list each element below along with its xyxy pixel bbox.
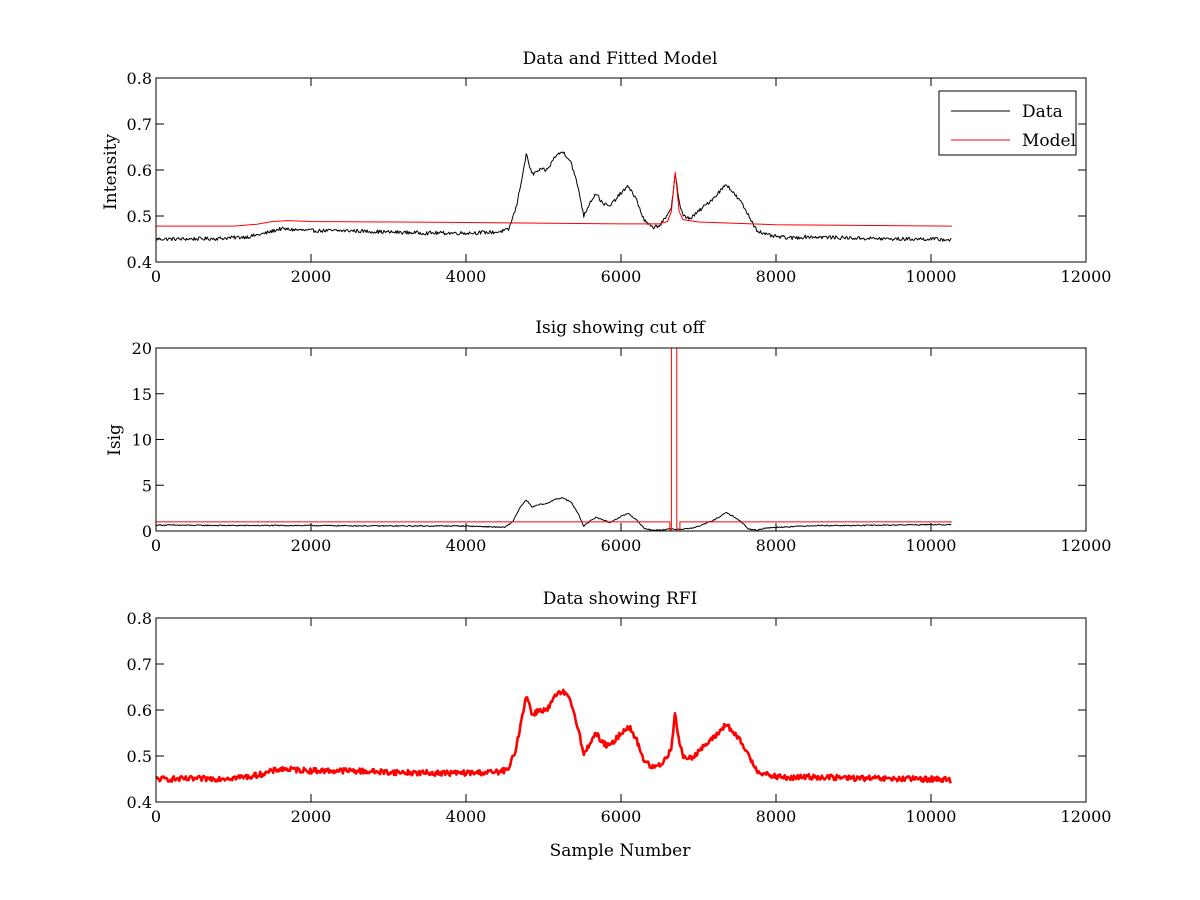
x-axis-label: Sample Number	[550, 841, 692, 861]
y-axis-label: Intensity	[101, 134, 121, 210]
x-tick-label: 6000	[601, 536, 642, 555]
y-tick-label: 20	[132, 339, 152, 358]
y-tick-label: 0.4	[127, 793, 152, 812]
x-tick-label: 2000	[291, 267, 332, 286]
series-line-data	[156, 151, 952, 242]
plot-title: Isig showing cut off	[535, 318, 706, 338]
x-tick-label: 12000	[1061, 536, 1112, 555]
x-tick-label: 4000	[446, 536, 487, 555]
y-tick-label: 15	[132, 385, 152, 404]
plot-title: Data showing RFI	[543, 589, 698, 609]
plot-area: 0 2000 4000 6000 8000 10000 12000 0.4 0.5 0.6 0.7 0…	[127, 69, 1112, 286]
y-tick-label: 0.7	[127, 655, 152, 674]
y-tick-label: 0.8	[127, 69, 152, 88]
y-tick-label: 0.6	[127, 161, 152, 180]
x-tick-label: 8000	[756, 267, 797, 286]
y-tick-label: 0.4	[127, 253, 152, 272]
y-tick-label: 0.7	[127, 115, 152, 134]
series-line-model	[156, 171, 952, 227]
y-tick-label: 0.5	[127, 747, 152, 766]
panel-isig-showing-cut-off: Isig showing cut off Isig 0 2000 4000 6000 8…	[105, 318, 1111, 555]
y-tick-label: 0.8	[127, 609, 152, 628]
plot-title: Data and Fitted Model	[523, 49, 718, 69]
x-tick-label: 10000	[906, 536, 957, 555]
x-tick-label: 6000	[601, 267, 642, 286]
plot-area: 0 2000 4000 6000 8000 10000 12000 0.4 0.5 0.6 0.7 0…	[127, 609, 1112, 826]
x-tick-label: 12000	[1061, 807, 1112, 826]
y-axis-label: Isig	[105, 424, 125, 456]
plot-area: 0 2000 4000 6000 8000 10000 12000 0 5 10 15 20	[132, 339, 1112, 555]
series-line-series-0	[156, 688, 953, 784]
x-tick-label: 8000	[756, 536, 797, 555]
x-tick-label: 4000	[446, 267, 487, 286]
x-tick-label: 4000	[446, 807, 487, 826]
x-tick-label: 2000	[291, 807, 332, 826]
y-tick-label: 0.5	[127, 207, 152, 226]
legend: Data Model	[938, 90, 1077, 156]
y-tick-label: 0.6	[127, 701, 152, 720]
y-tick-label: 10	[132, 431, 152, 450]
y-tick-label: 0	[142, 522, 152, 541]
panel-data-showing-rfi: Data showing RFI Sample Number 0 2000 4000…	[127, 589, 1112, 861]
y-tick-label: 5	[142, 476, 152, 495]
panel-data-and-fitted-model: Data and Fitted Model Intensity 0 2000 400…	[101, 49, 1111, 286]
x-tick-label: 10000	[906, 807, 957, 826]
x-tick-label: 0	[151, 536, 161, 555]
x-tick-label: 12000	[1061, 267, 1112, 286]
legend-box	[938, 90, 1077, 156]
x-tick-label: 8000	[756, 807, 797, 826]
x-tick-label: 0	[151, 267, 161, 286]
series-line-series-1	[156, 348, 952, 531]
series-line-series-0	[156, 497, 952, 531]
x-tick-label: 10000	[906, 267, 957, 286]
legend-label-data: Data	[1022, 102, 1063, 122]
x-tick-label: 6000	[601, 807, 642, 826]
x-tick-label: 0	[151, 807, 161, 826]
x-tick-label: 2000	[291, 536, 332, 555]
legend-label-model: Model	[1022, 131, 1076, 151]
